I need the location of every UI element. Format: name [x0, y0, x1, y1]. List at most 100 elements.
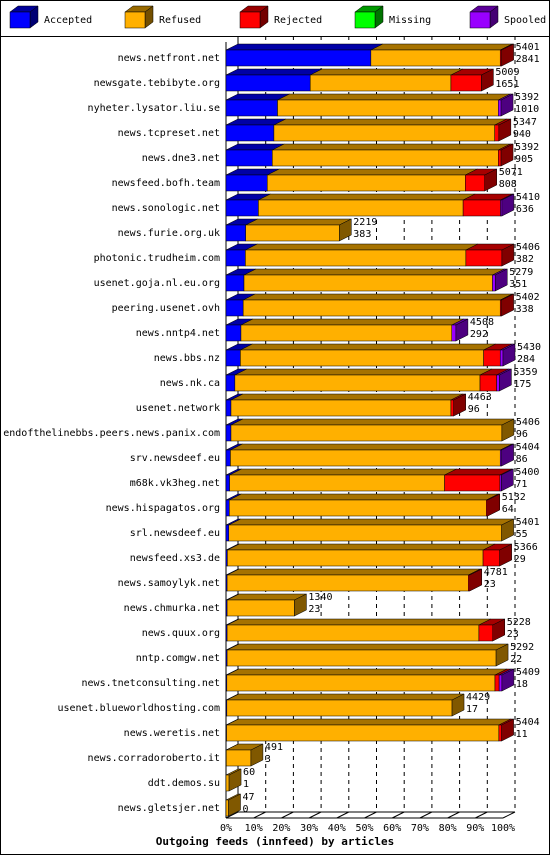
accepted-label: 11: [516, 729, 528, 740]
bar-front: [498, 724, 502, 742]
legend-swatch: [354, 11, 376, 29]
bar-segment: [479, 368, 509, 392]
bar-top: [267, 168, 478, 176]
bar-side: [501, 243, 515, 267]
bar-top: [227, 543, 496, 551]
bar-segment: [229, 493, 499, 517]
bar-front: [309, 74, 452, 92]
accepted-label: 96: [516, 429, 528, 440]
bar-front: [226, 624, 480, 642]
bar-segment: [242, 293, 513, 317]
accepted-label: 175: [513, 379, 531, 390]
offered-label: 5009: [495, 67, 519, 78]
bar-front: [370, 49, 501, 67]
category-label: news.nk.ca: [160, 378, 220, 389]
bar-side: [498, 118, 512, 142]
bar-segment: [225, 168, 280, 192]
legend-label: Rejected: [274, 15, 322, 26]
bar-front: [234, 374, 481, 392]
bar-side: [481, 68, 494, 92]
accepted-label: 3: [265, 754, 271, 765]
bar-segment: [245, 218, 352, 242]
offered-label: 4508: [470, 317, 494, 328]
bar-top: [226, 643, 509, 651]
bar-side: [502, 343, 516, 367]
bar-top: [226, 618, 492, 626]
category-label: news.tnetconsulting.net: [82, 678, 220, 689]
accepted-label: 1651: [495, 79, 519, 90]
bar-top: [240, 343, 496, 351]
bar-segment: [245, 243, 478, 267]
category-label: news.nntp4.net: [136, 328, 220, 339]
offered-label: 5430: [517, 342, 541, 353]
bar-top: [226, 718, 511, 726]
bar-segment: [225, 43, 383, 67]
x-tick-label: 0%: [220, 823, 232, 834]
bar-segment: [309, 68, 464, 92]
bar-side: [250, 743, 264, 767]
bar-front: [225, 324, 242, 342]
x-tick: [253, 811, 266, 819]
x-tick: [391, 811, 405, 819]
accepted-label: 383: [353, 229, 371, 240]
category-label: news.gletsjer.net: [118, 803, 220, 814]
legend-label: Spooled: [504, 15, 546, 26]
bar-front: [225, 349, 241, 367]
x-tick: [281, 811, 294, 819]
x-tick: [225, 811, 239, 819]
bar-top: [234, 368, 493, 376]
accepted-label: 71: [515, 479, 527, 490]
bar-front: [225, 174, 268, 192]
bar-segment: [225, 118, 287, 142]
category-label: photonic.trudheim.com: [94, 253, 220, 264]
bar-front: [450, 399, 454, 417]
bar-segment: [450, 68, 494, 92]
bar-top: [230, 418, 515, 426]
bar-front: [226, 724, 500, 742]
offered-label: 5404: [516, 717, 540, 728]
category-label: usenet.blueworldhosting.com: [57, 703, 220, 714]
bar-side: [501, 518, 514, 542]
offered-label: 5392: [515, 142, 539, 153]
bar-front: [225, 499, 230, 517]
bar-side: [501, 668, 515, 692]
bar-segment: [226, 618, 492, 642]
bar-front: [226, 599, 295, 617]
bar-top: [310, 68, 464, 76]
category-label: newsfeed.xs3.de: [130, 553, 220, 564]
x-tick: [447, 811, 460, 819]
bar-front: [498, 99, 502, 117]
category-label: endofthelinebbs.peers.news.panix.com: [3, 428, 220, 439]
legend-label: Accepted: [44, 15, 92, 26]
bar-top: [230, 443, 513, 451]
bar-segment: [483, 343, 513, 367]
bar-top: [245, 218, 352, 226]
bar-segment: [225, 243, 258, 267]
bar-front: [225, 99, 278, 117]
bar-front: [243, 274, 493, 292]
offered-label: 5400: [515, 467, 539, 478]
category-label: news.weretis.net: [124, 728, 220, 739]
bar-side: [501, 718, 514, 742]
bar-segment: [225, 293, 256, 317]
accepted-label: 23: [308, 604, 320, 615]
bar-front: [499, 349, 504, 367]
bar-segment: [228, 518, 514, 542]
bar-front: [483, 349, 501, 367]
x-tick-label: 30%: [300, 823, 318, 834]
bar-front: [465, 249, 503, 267]
bar-segment: [234, 368, 493, 392]
bar-segment: [230, 443, 513, 467]
x-tick-label: 90%: [466, 823, 484, 834]
accepted-label: 23: [484, 579, 496, 590]
accepted-label: 1: [243, 779, 249, 790]
bar-front: [225, 399, 232, 417]
category-label: srl.newsdeef.eu: [130, 528, 220, 539]
bar-side: [469, 568, 483, 592]
bar-front: [225, 74, 311, 92]
legend-swatch: [124, 11, 146, 29]
bar-top: [229, 493, 499, 501]
accepted-label: 17: [466, 704, 478, 715]
bar-segment: [225, 268, 257, 292]
